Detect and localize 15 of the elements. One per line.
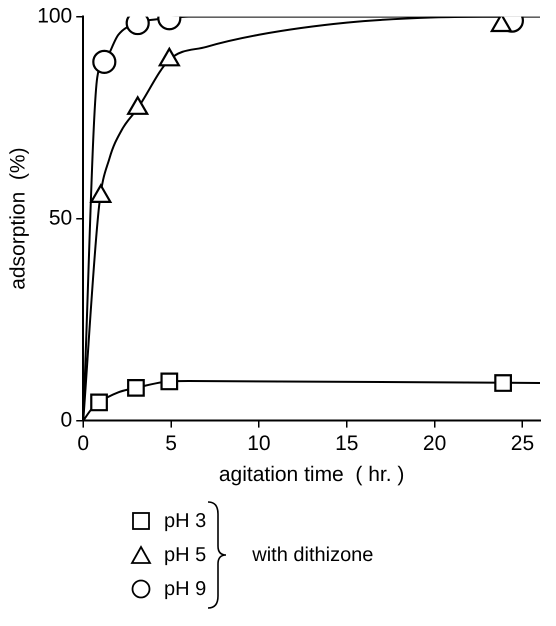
y-tick-label: 50 bbox=[48, 206, 72, 230]
y-axis-title: adsorption (%) bbox=[6, 147, 30, 290]
x-tick-label: 10 bbox=[247, 432, 271, 455]
x-tick-label: 15 bbox=[335, 432, 358, 455]
x-axis-title: agitation time ( hr. ) bbox=[218, 463, 404, 486]
legend-label: pH 3 bbox=[164, 510, 206, 532]
x-tick-label: 0 bbox=[77, 432, 90, 455]
x-tick-label: 20 bbox=[422, 432, 446, 455]
y-tick-label: 100 bbox=[37, 4, 72, 28]
legend-label: pH 9 bbox=[164, 578, 206, 600]
y-tick-label: 0 bbox=[60, 408, 72, 432]
legend-title: with dithizone bbox=[252, 544, 374, 566]
legend-label: pH 5 bbox=[164, 544, 206, 566]
x-tick-label: 5 bbox=[165, 432, 177, 455]
x-tick-label: 25 bbox=[510, 432, 534, 455]
